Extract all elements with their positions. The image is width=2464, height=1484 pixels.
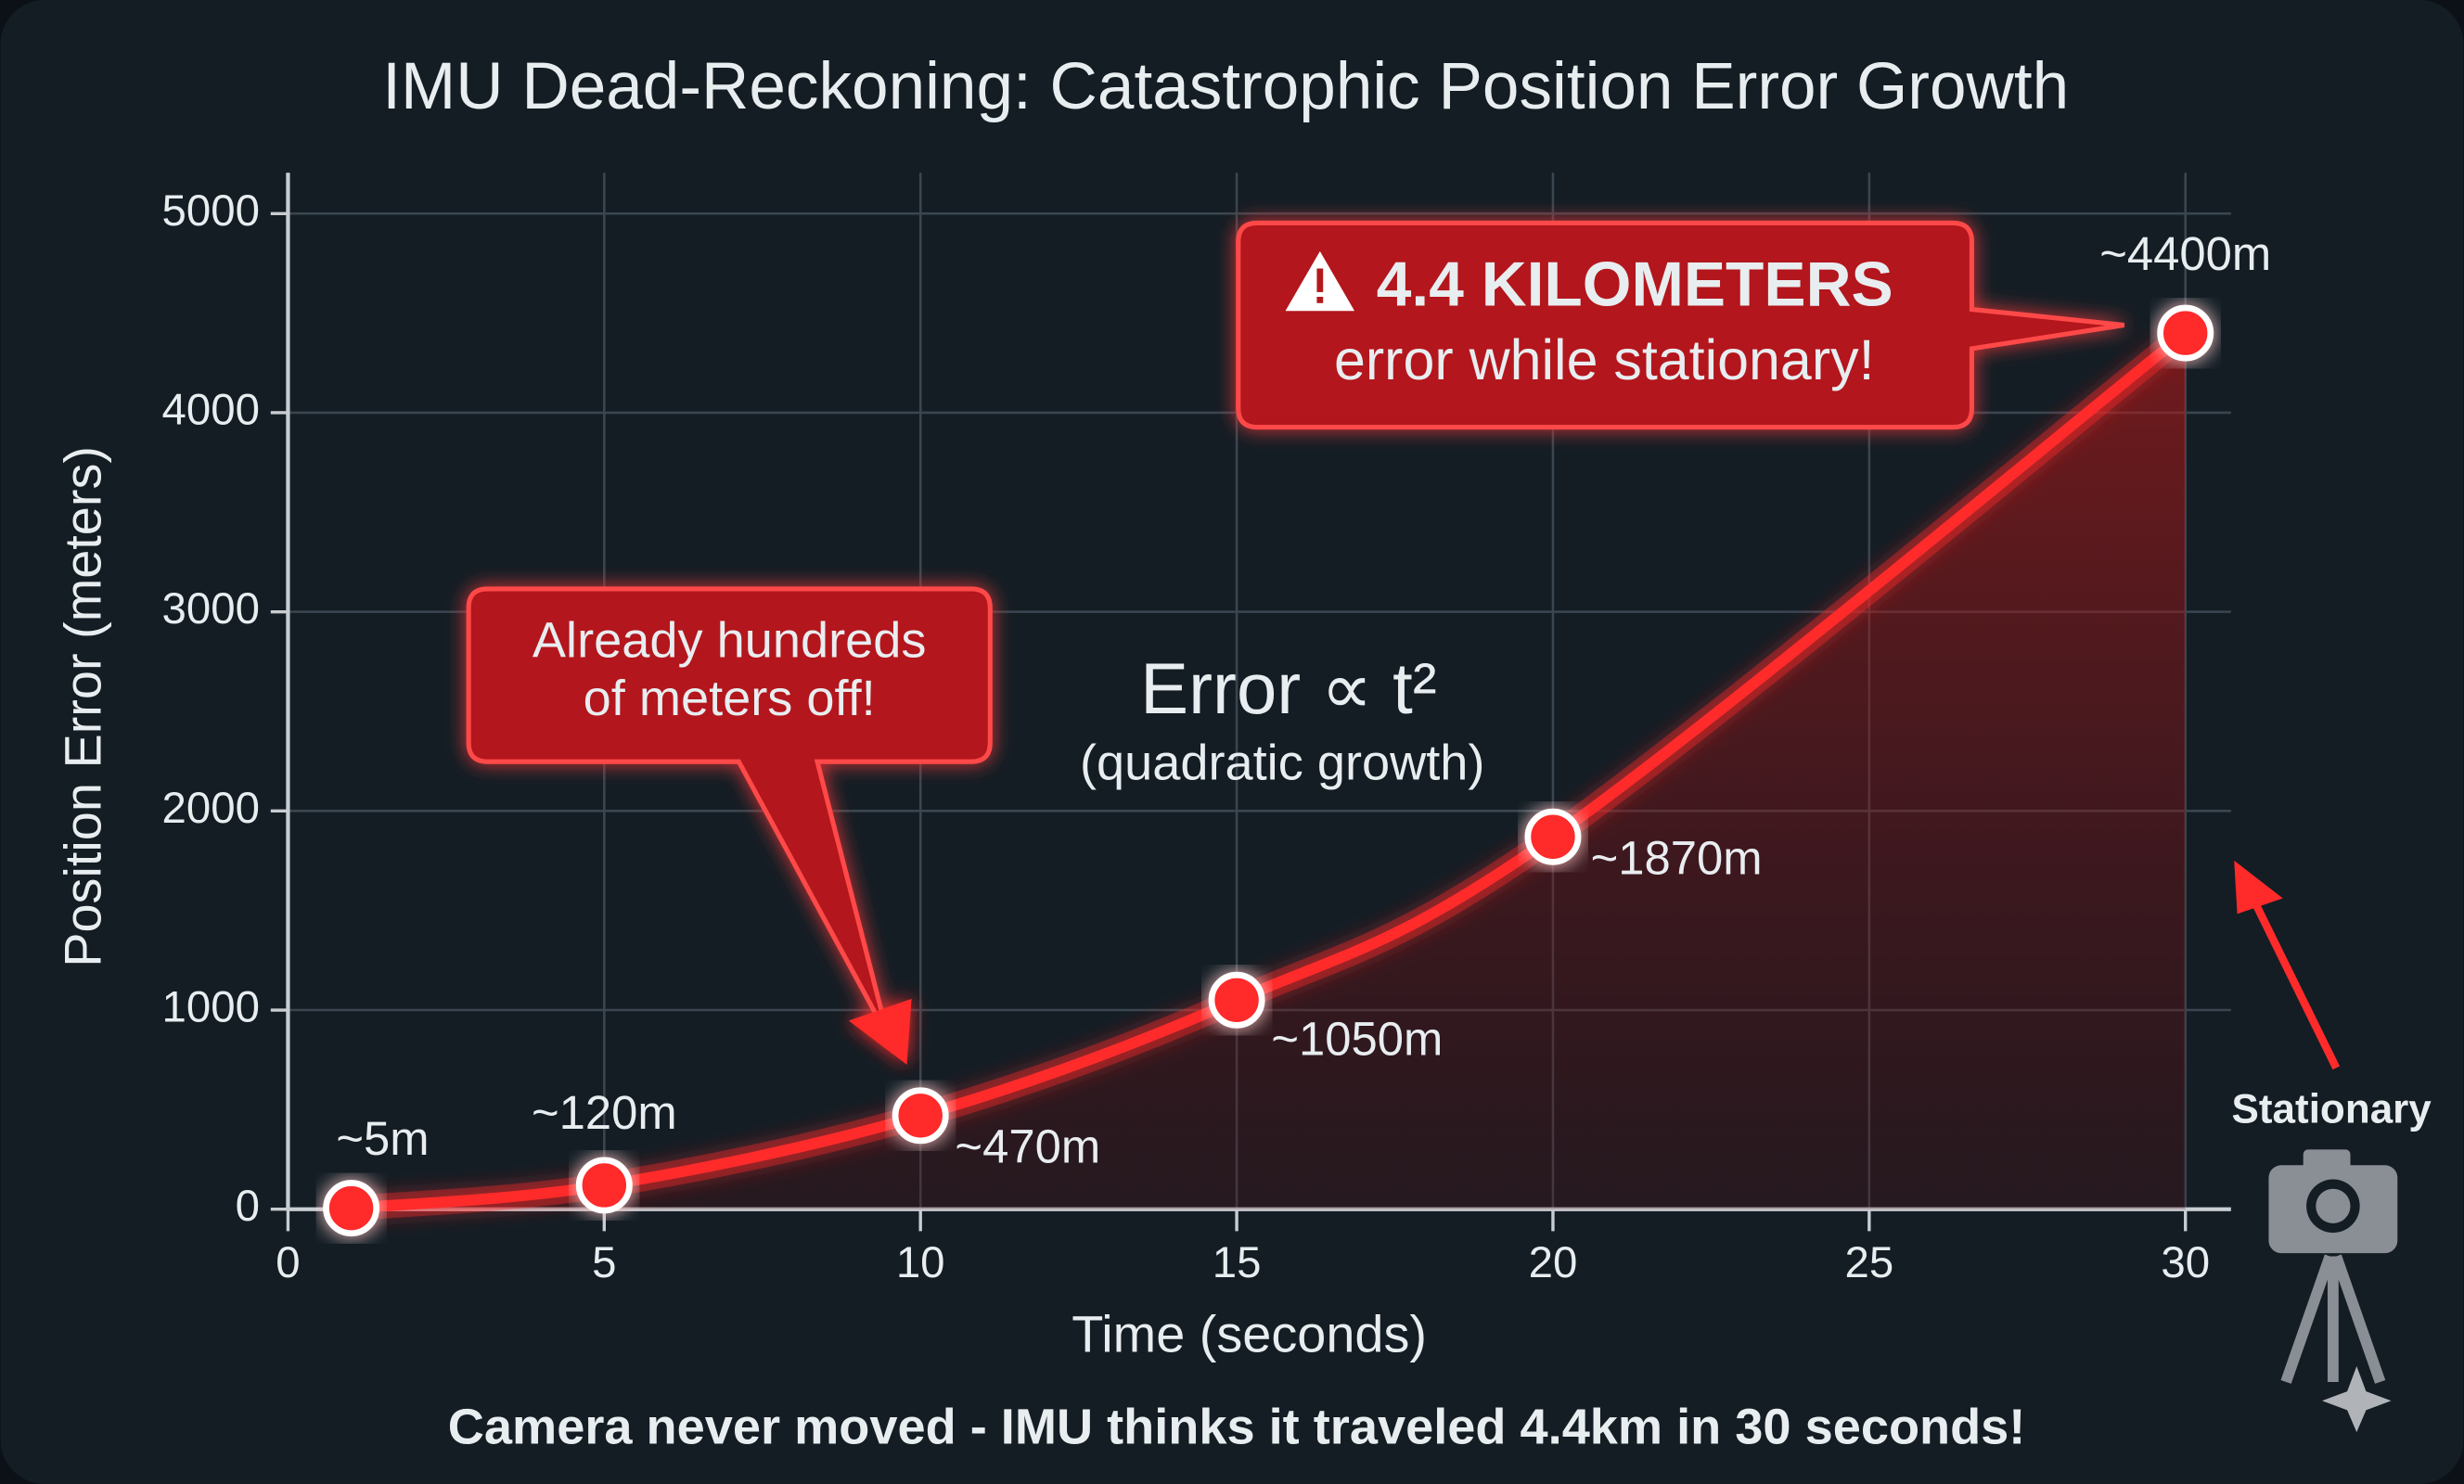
value-label: ~1870m	[1591, 832, 1763, 885]
point	[892, 1087, 949, 1145]
callout-line: of meters off!	[584, 671, 876, 726]
stationary-arrowhead	[2234, 860, 2283, 915]
x-tick-label: 30	[2161, 1238, 2210, 1287]
x-tick-label: 15	[1213, 1238, 1262, 1287]
x-tick-label: 25	[1844, 1238, 1893, 1287]
point	[2157, 304, 2214, 362]
stationary-label: Stationary	[2232, 1086, 2432, 1132]
y-tick-label: 1000	[162, 983, 260, 1032]
y-axis-label: Position Error (meters)	[53, 446, 111, 967]
value-label: ~4400m	[2099, 227, 2271, 280]
y-tick-label: 5000	[162, 186, 260, 236]
warning-text: error while stationary!	[1334, 328, 1875, 391]
x-tick-label: 10	[896, 1238, 945, 1287]
point	[1208, 971, 1265, 1029]
point	[323, 1180, 380, 1237]
x-axis-label: Time (seconds)	[1072, 1304, 1427, 1362]
callout-line: Already hundreds	[533, 612, 926, 668]
area	[351, 333, 2186, 1209]
formula-note: (quadratic growth)	[1080, 736, 1484, 791]
x-tick-label: 20	[1529, 1238, 1578, 1287]
y-tick-label: 2000	[162, 784, 260, 833]
y-tick-label: 0	[236, 1182, 260, 1231]
footer-note: Camera never moved - IMU thinks it trave…	[448, 1400, 2026, 1455]
hundreds-callout	[466, 586, 993, 1065]
y-tick-label: 3000	[162, 584, 260, 633]
warning-icon-mark	[1316, 268, 1324, 292]
value-label: ~1050m	[1271, 1012, 1443, 1065]
x-tick-label: 0	[276, 1238, 300, 1287]
y-tick-label: 4000	[162, 385, 260, 434]
value-label: ~120m	[532, 1086, 677, 1139]
stationary-arrow	[2246, 889, 2341, 1070]
camera-icon	[2268, 1149, 2398, 1433]
value-label: ~470m	[955, 1119, 1100, 1172]
warning-title: 4.4 KILOMETERS	[1377, 249, 1893, 319]
warning-icon-dot	[1316, 297, 1324, 303]
formula: Error ∝ t²	[1140, 647, 1437, 729]
chart-title: IMU Dead-Reckoning: Catastrophic Positio…	[382, 50, 2069, 123]
warning-callout	[1236, 220, 2125, 430]
point	[1524, 808, 1582, 865]
value-label: ~5m	[336, 1112, 429, 1165]
point	[575, 1157, 633, 1214]
plot: ~5m ~120m ~470m ~1050m ~1870m ~4400m	[323, 227, 2271, 1237]
x-tick-label: 5	[592, 1238, 616, 1287]
